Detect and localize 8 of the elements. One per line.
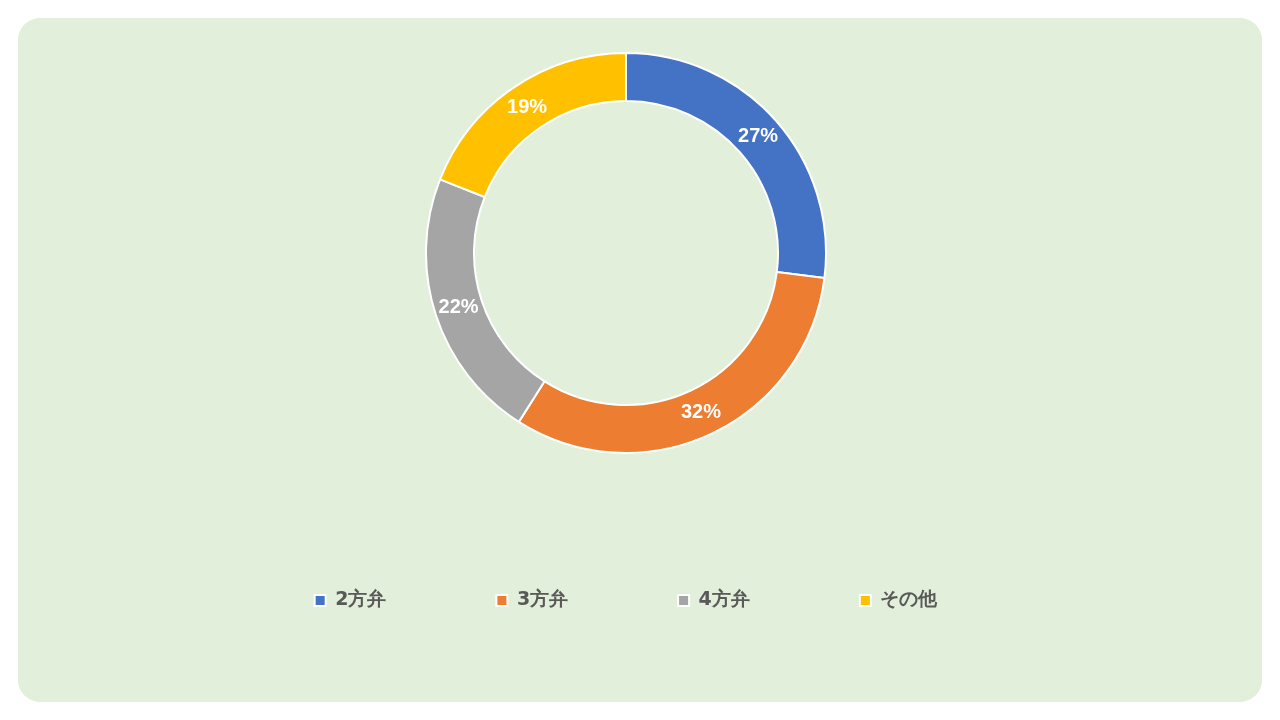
data-label: 19% <box>507 94 548 117</box>
legend-label: その他 <box>880 587 939 610</box>
legend-label: 2方弁 <box>335 587 387 610</box>
legend-label: 3方弁 <box>516 587 569 610</box>
data-label: 27% <box>738 124 779 147</box>
data-label: 22% <box>438 294 479 317</box>
legend-label: 4方弁 <box>698 587 750 610</box>
data-label: 32% <box>680 399 722 422</box>
